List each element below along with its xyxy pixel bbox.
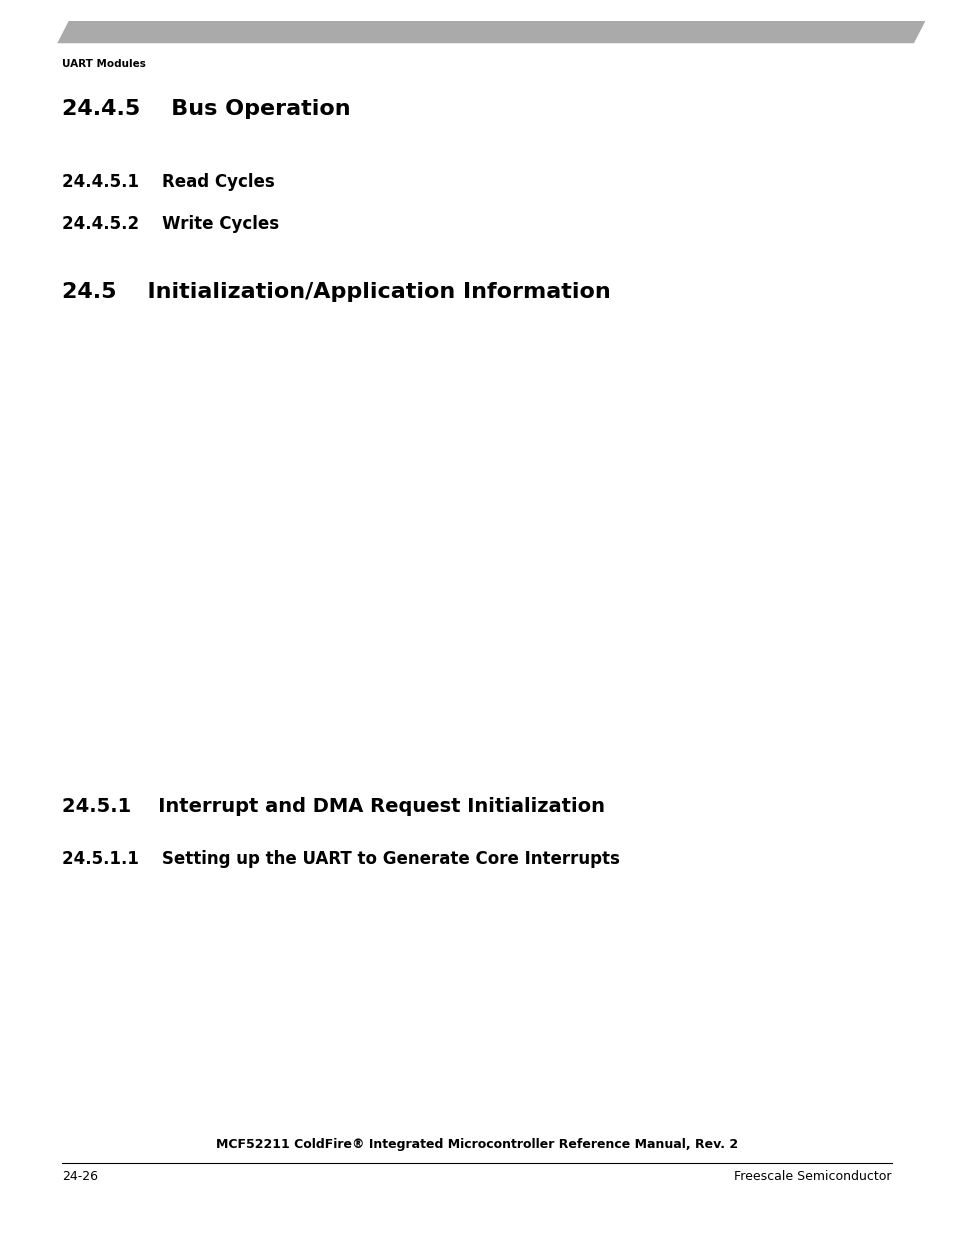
Text: 24.4.5.2    Write Cycles: 24.4.5.2 Write Cycles xyxy=(62,215,279,233)
Text: UART Modules: UART Modules xyxy=(62,59,146,69)
Text: 24.4.5.1    Read Cycles: 24.4.5.1 Read Cycles xyxy=(62,173,274,191)
Text: MCF52211 ColdFire® Integrated Microcontroller Reference Manual, Rev. 2: MCF52211 ColdFire® Integrated Microcontr… xyxy=(215,1137,738,1151)
Text: 24.5.1.1    Setting up the UART to Generate Core Interrupts: 24.5.1.1 Setting up the UART to Generate… xyxy=(62,850,619,868)
Text: 24.5.1    Interrupt and DMA Request Initialization: 24.5.1 Interrupt and DMA Request Initial… xyxy=(62,797,604,815)
Text: Freescale Semiconductor: Freescale Semiconductor xyxy=(734,1170,891,1183)
Text: 24.4.5    Bus Operation: 24.4.5 Bus Operation xyxy=(62,99,351,119)
Polygon shape xyxy=(57,21,924,43)
Text: 24-26: 24-26 xyxy=(62,1170,98,1183)
Text: 24.5    Initialization/Application Information: 24.5 Initialization/Application Informat… xyxy=(62,282,610,301)
